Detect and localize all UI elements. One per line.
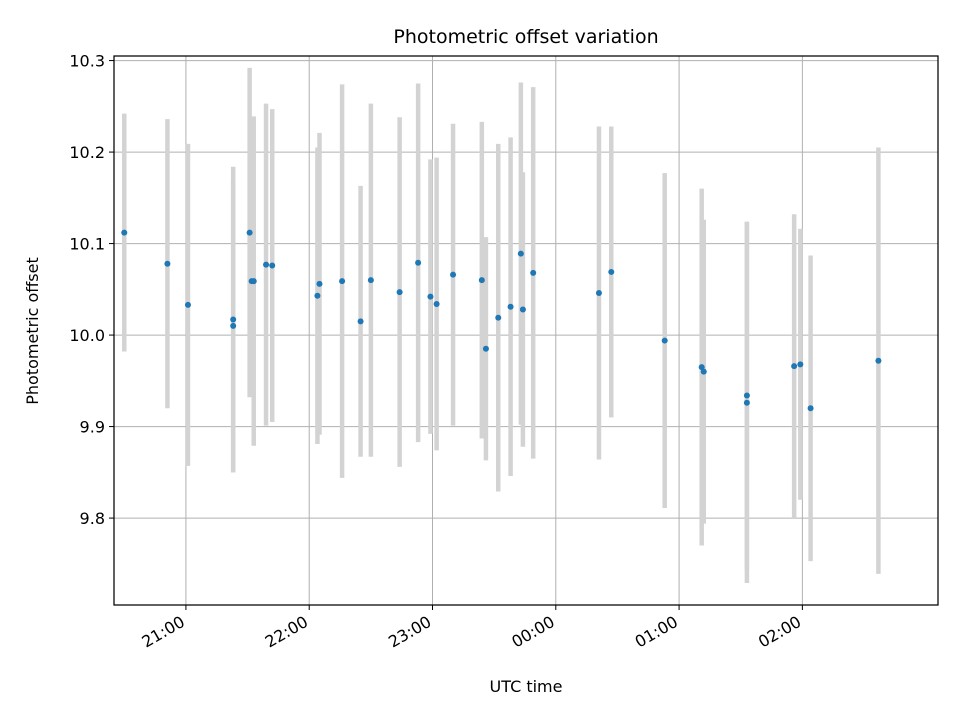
data-point [875, 357, 882, 364]
data-point [433, 300, 440, 307]
data-point [357, 318, 364, 325]
y-tick-label: 9.9 [80, 418, 105, 437]
data-point [263, 261, 270, 268]
y-tick-label: 10.2 [69, 143, 105, 162]
data-point [367, 277, 374, 284]
data-point [495, 314, 502, 321]
data-point [482, 345, 489, 352]
data-point [661, 337, 668, 344]
y-tick-label: 9.8 [80, 509, 105, 528]
data-point [246, 229, 253, 236]
data-point [450, 271, 457, 278]
data-point [339, 278, 346, 285]
data-point [164, 260, 171, 267]
data-point [316, 280, 323, 287]
data-point [608, 268, 615, 275]
data-point [519, 306, 526, 313]
data-point [698, 364, 705, 371]
plot-area [114, 56, 938, 605]
data-point [700, 368, 707, 375]
data-point [743, 399, 750, 406]
y-tick-label: 10.1 [69, 235, 105, 254]
data-point [250, 278, 257, 285]
x-axis-label: UTC time [490, 677, 563, 696]
y-tick-label: 10.3 [69, 52, 105, 71]
y-axis-label: Photometric offset [23, 257, 42, 405]
data-point [184, 301, 191, 308]
data-point [517, 250, 524, 257]
data-point [478, 277, 485, 284]
data-point [269, 262, 276, 269]
data-point [797, 361, 804, 368]
data-point [530, 269, 537, 276]
y-axis-ticks: 9.8 9.9 10.0 10.1 10.2 10.3 [69, 52, 114, 528]
data-point [396, 289, 403, 296]
plot-frame [113, 55, 939, 606]
data-point [314, 292, 321, 299]
data-point [230, 322, 237, 329]
y-tick-label: 10.0 [69, 326, 105, 345]
data-point [595, 289, 602, 296]
data-point [791, 363, 798, 370]
chart-title: Photometric offset variation [393, 26, 658, 48]
data-points [121, 229, 882, 412]
data-point [121, 229, 128, 236]
data-point [415, 259, 422, 266]
data-point [807, 405, 814, 412]
data-point [427, 293, 434, 300]
data-point [507, 303, 514, 310]
data-point [230, 316, 237, 323]
data-point [743, 392, 750, 399]
